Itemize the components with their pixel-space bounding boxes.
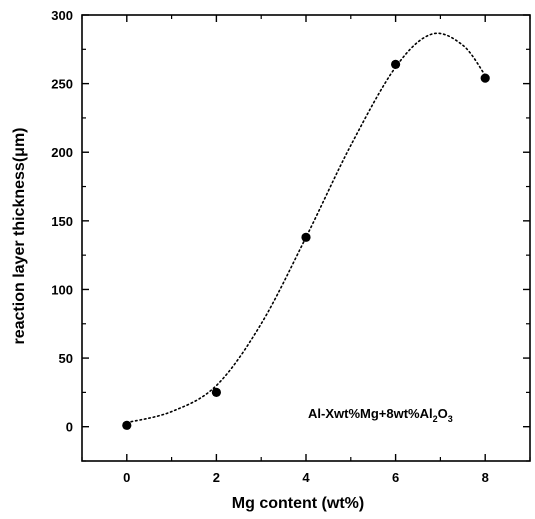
y-axis-title: reaction layer thickness(μm): [11, 128, 28, 345]
data-point: [391, 59, 401, 70]
annotation-prefix: Al-Xwt%Mg+8wt%Al: [308, 406, 433, 421]
x-tick-label: 0: [123, 470, 130, 485]
data-point: [301, 232, 311, 242]
y-tick-label: 100: [51, 282, 73, 297]
data-point: [211, 387, 221, 397]
fit-curve: [126, 32, 486, 424]
fit-curve-layer: [126, 32, 486, 424]
x-tick-label: 8: [482, 470, 489, 485]
annotation-mid: O: [438, 406, 448, 421]
y-tick-label: 150: [51, 214, 73, 229]
data-point: [480, 73, 490, 83]
y-tick-label: 300: [51, 8, 73, 23]
series-annotation: Al-Xwt%Mg+8wt%Al2O3: [308, 406, 453, 424]
annotation-sub-2: 2: [433, 414, 438, 424]
y-tick-label: 0: [66, 420, 73, 435]
data-point: [122, 420, 132, 430]
x-tick-label: 2: [213, 470, 220, 485]
axis-ticks: [81, 14, 531, 462]
x-tick-label: 6: [392, 470, 399, 485]
data-points: [122, 59, 490, 430]
tick-labels: 0 2 4 6 8 0 50 100 150 200 250 300: [51, 8, 489, 485]
y-tick-label: 250: [51, 77, 73, 92]
x-axis-title: Mg content (wt%): [232, 495, 364, 512]
x-tick-label: 4: [302, 470, 310, 485]
annotation-sub-3: 3: [448, 414, 453, 424]
y-tick-label: 200: [51, 145, 73, 160]
y-tick-label: 50: [59, 351, 73, 366]
